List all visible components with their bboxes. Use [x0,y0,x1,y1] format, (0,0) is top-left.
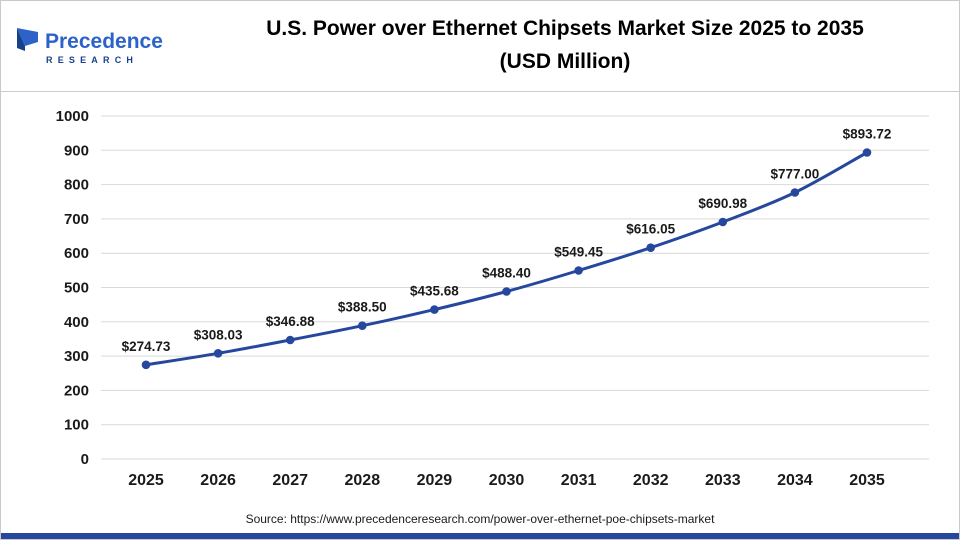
y-axis-tick-label: 400 [64,314,89,331]
line-chart: 0 100 200 300 400 500 600 700 800 900 1000 2025 2026… [56,108,929,489]
data-point [358,321,367,330]
data-point-label: $893.72 [843,127,892,142]
x-axis-tick-label: 2028 [345,472,381,489]
data-point [430,305,439,314]
source-text: Source: https://www.precedenceresearch.c… [245,512,715,526]
x-axis-tick-label: 2027 [272,472,308,489]
data-point-label: $346.88 [266,314,315,329]
y-axis-tick-label: 0 [81,451,89,468]
data-point-label: $616.05 [626,222,675,237]
x-axis-tick-label: 2033 [705,472,741,489]
data-point [790,188,800,197]
data-point [574,266,583,275]
data-point-label: $549.45 [554,245,603,260]
logo-name: Precedence [45,30,163,53]
data-point [718,217,728,227]
y-axis-tick-label: 200 [64,382,89,399]
x-axis-tick-label: 2034 [777,472,813,489]
chart-area: 0 100 200 300 400 500 600 700 800 900 1000 2025 2026… [1,96,960,501]
y-axis-tick-label: 900 [64,142,89,159]
data-point [141,360,151,370]
bottom-accent-bar [1,533,959,539]
y-axis-tick-label: 600 [64,245,89,262]
data-point-label: $435.68 [410,284,459,299]
data-point-label: $690.98 [698,196,747,211]
data-point [213,349,223,358]
chart-title: U.S. Power over Ethernet Chipsets Market… [185,13,959,78]
data-point-label: $777.00 [770,167,819,182]
y-axis-tick-label: 300 [64,348,89,365]
data-point [646,243,655,252]
chart-title-line1: U.S. Power over Ethernet Chipsets Market… [266,17,864,41]
header: Precedence RESEARCH U.S. Power over Ethe… [1,1,959,92]
y-axis-tick-label: 100 [64,417,89,434]
chart-title-line2: (USD Million) [499,50,631,73]
x-axis-tick-label: 2030 [489,472,525,489]
data-point-label: $308.03 [194,327,243,342]
data-point [285,335,295,345]
x-axis-tick-label: 2026 [200,472,236,489]
logo-subtitle: RESEARCH [46,55,139,65]
precedence-logo-icon [17,28,38,51]
x-axis-tick-label: 2025 [128,472,164,489]
x-axis-tick-label: 2029 [417,472,453,489]
y-axis-tick-label: 1000 [56,108,89,125]
brand-logo: Precedence RESEARCH [1,27,185,65]
x-axis-tick-label: 2032 [633,472,669,489]
x-axis-tick-label: 2035 [849,472,885,489]
y-axis-tick-label: 800 [64,177,89,194]
data-point [502,287,511,296]
data-point [862,148,872,157]
y-axis-tick-label: 500 [64,280,89,297]
data-point-label: $274.73 [122,339,171,354]
x-axis-tick-label: 2031 [561,472,597,489]
data-point-label: $488.40 [482,266,531,281]
data-point-label: $388.50 [338,300,387,315]
y-axis-tick-label: 700 [64,211,89,228]
